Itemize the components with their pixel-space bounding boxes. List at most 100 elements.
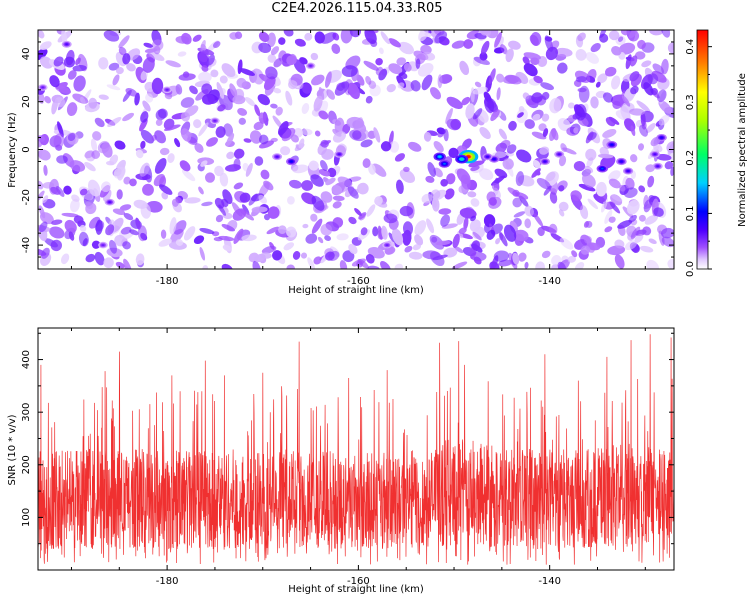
heatmap-cell <box>535 261 545 269</box>
heatmap-cell <box>40 247 50 259</box>
heatmap-cell <box>78 231 89 247</box>
heatmap-hotspot <box>386 244 388 246</box>
heatmap-cell <box>301 83 313 94</box>
heatmap-cell <box>367 265 380 269</box>
heatmap-cell <box>294 38 306 47</box>
heatmap-cell <box>314 130 321 137</box>
heatmap-cell <box>422 250 440 260</box>
heatmap-cell <box>198 122 209 137</box>
heatmap-cell <box>42 195 49 204</box>
y-tick-label: 0 <box>21 146 32 152</box>
heatmap-cell <box>145 93 154 103</box>
heatmap-cell <box>116 163 126 181</box>
heatmap-cell <box>318 86 325 101</box>
heatmap-cell <box>491 182 500 191</box>
heatmap-cell <box>332 195 345 202</box>
heatmap-cell <box>537 56 548 67</box>
heatmap-cell <box>379 47 384 55</box>
line-x-axis-label: Height of straight line (km) <box>288 584 424 595</box>
heatmap-cell <box>472 231 482 241</box>
heatmap-cell <box>140 203 151 219</box>
heatmap-cell <box>372 163 387 177</box>
heatmap-cell <box>194 143 204 153</box>
heatmap-cell <box>399 205 414 217</box>
y-tick-label: -40 <box>21 237 32 253</box>
heatmap-cell <box>557 118 571 132</box>
heatmap-cell <box>647 175 655 188</box>
heatmap-cell <box>472 108 483 120</box>
heatmap-x-axis-label: Height of straight line (km) <box>288 285 424 296</box>
heatmap-cell <box>260 169 270 180</box>
heatmap-cell <box>503 224 517 242</box>
heatmap-cell <box>585 52 599 64</box>
heatmap-cell <box>231 202 243 217</box>
heatmap-cell <box>313 256 322 265</box>
heatmap-cell <box>202 265 208 269</box>
heatmap-cell <box>118 35 130 49</box>
heatmap-hotspot <box>309 65 312 67</box>
heatmap-cell <box>180 111 191 122</box>
heatmap-cell <box>241 234 257 242</box>
heatmap-hotspot <box>102 244 104 246</box>
heatmap-cell <box>486 191 496 203</box>
heatmap-cell <box>198 186 204 195</box>
heatmap-cell <box>541 91 550 100</box>
heatmap-cell <box>656 89 667 103</box>
heatmap-cell <box>135 217 141 230</box>
heatmap-cell <box>513 211 526 218</box>
heatmap-cell <box>493 250 510 262</box>
heatmap-cell <box>321 148 334 160</box>
heatmap-cell <box>123 176 131 185</box>
heatmap-cell <box>202 93 215 105</box>
heatmap-cell <box>339 260 348 269</box>
heatmap-cell <box>222 189 233 205</box>
heatmap-cell <box>620 30 630 36</box>
heatmap-cell <box>151 39 164 51</box>
heatmap-cell <box>92 131 102 141</box>
heatmap-cell <box>214 165 224 177</box>
heatmap-cell <box>68 231 75 241</box>
heatmap-cell <box>380 141 392 152</box>
heatmap-cell <box>249 130 262 144</box>
heatmap-cell <box>463 216 469 230</box>
heatmap-cell <box>122 53 131 65</box>
heatmap-cell <box>529 34 539 46</box>
heatmap-cell <box>617 219 633 229</box>
heatmap-cell <box>548 223 558 236</box>
heatmap-cell <box>263 180 274 191</box>
heatmap-hotspot <box>338 153 341 155</box>
heatmap-cell <box>653 143 663 153</box>
heatmap-cell <box>444 188 455 200</box>
heatmap-cell <box>394 263 403 269</box>
heatmap-cell <box>434 31 448 44</box>
heatmap-cell <box>158 184 173 195</box>
heatmap-cell <box>557 62 568 74</box>
heatmap-cell <box>342 250 355 263</box>
heatmap-cell <box>433 167 443 178</box>
heatmap-cell <box>667 258 674 269</box>
heatmap-y-ticks: -40 -20 0 20 40 <box>21 41 674 258</box>
heatmap-cell <box>175 196 183 204</box>
heatmap-hotspot <box>276 156 278 158</box>
heatmap-cell <box>459 207 477 219</box>
heatmap-cell <box>363 60 379 71</box>
heatmap-cell <box>318 169 331 177</box>
heatmap-cell <box>604 226 613 233</box>
heatmap-cell <box>425 175 435 183</box>
heatmap-cell <box>69 160 86 172</box>
heatmap-cell <box>286 196 295 205</box>
heatmap-cell <box>365 75 372 85</box>
heatmap-cell <box>568 102 575 109</box>
heatmap-cell <box>267 32 276 48</box>
heatmap-cell <box>496 73 505 83</box>
heatmap-cell <box>661 236 674 248</box>
heatmap-cell <box>199 228 215 234</box>
heatmap-cell <box>461 96 471 106</box>
heatmap-cell <box>460 174 471 190</box>
heatmap-cell <box>619 184 626 192</box>
heatmap-cell <box>494 32 502 48</box>
heatmap-cell <box>590 96 599 109</box>
heatmap-y-axis-label: Frequency (Hz) <box>7 112 18 188</box>
heatmap-cell <box>558 201 569 212</box>
heatmap-cell <box>508 120 517 131</box>
